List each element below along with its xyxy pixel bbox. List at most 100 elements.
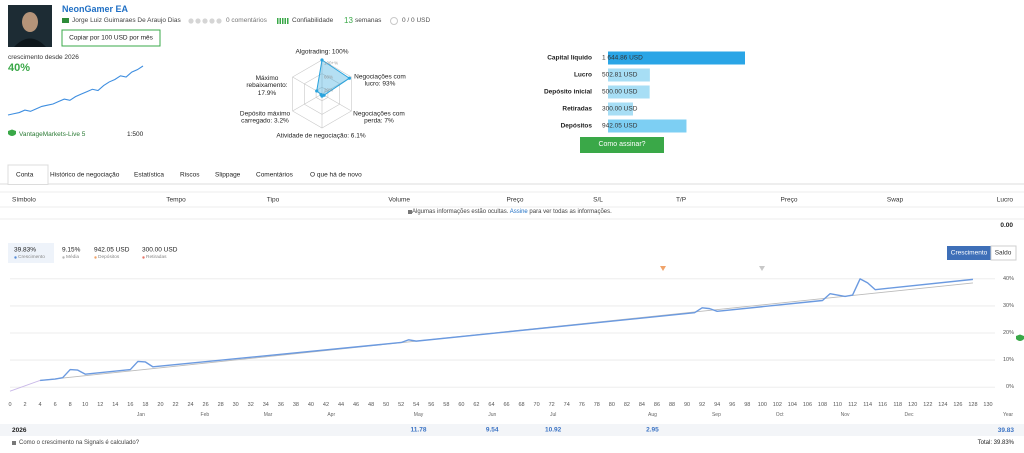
radar-label: Algotrading: 100% [295, 48, 349, 56]
x-tick-label: 68 [518, 401, 525, 408]
balance-bar [608, 51, 745, 65]
author[interactable]: Jorge Luiz Guimaraes De Araujo Dias [72, 17, 181, 24]
x-tick-label: 30 [232, 401, 239, 408]
tab[interactable]: Histórico de negociação [50, 171, 120, 179]
tab[interactable]: O que há de novo [310, 171, 362, 179]
tab[interactable]: Riscos [180, 171, 200, 179]
radar-label: Máximo rebaixamento: 17.9% [246, 74, 288, 97]
x-tick-label: 16 [127, 401, 134, 408]
stat-dot [62, 256, 65, 259]
x-tick-label: 86 [653, 401, 661, 408]
x-tick-label: 126 [953, 401, 963, 408]
month-growth: 11.78 [410, 426, 427, 434]
signal-title[interactable]: NeonGamer EA [62, 4, 129, 14]
toggle-inactive-bg[interactable] [990, 245, 1017, 261]
toggle-growth[interactable]: Crescimento [950, 249, 988, 257]
x-tick-label: 110 [833, 401, 842, 408]
radar-label: Negociações com perda: 7% [353, 110, 405, 125]
x-tick-label: 2 [23, 401, 27, 408]
x-tick-label: 82 [623, 401, 630, 408]
x-tick-label: 46 [352, 401, 360, 408]
comments[interactable]: 0 comentários [226, 17, 267, 24]
copy-button-frame[interactable] [61, 29, 161, 47]
yearly-year: 2026 [12, 427, 27, 434]
radar-label: Atividade de negociação: 6.1% [276, 132, 366, 140]
toggle-active-bg[interactable] [947, 246, 991, 260]
toggle-balance[interactable]: Saldo [994, 249, 1012, 257]
balance-label: Depósito inicial [543, 88, 592, 96]
help-link[interactable]: Como o crescimento na Signals é calculad… [19, 440, 140, 446]
month-label: Dec [904, 412, 914, 419]
x-tick-label: 92 [699, 401, 706, 408]
balance-bar [608, 85, 650, 99]
flag-icon [62, 18, 69, 23]
balance-value: 942.05 USD [602, 122, 638, 130]
x-tick-label: 50 [383, 401, 390, 408]
x-tick-label: 18 [142, 401, 149, 408]
x-tick-label: 10 [82, 401, 89, 408]
x-tick-label: 26 [202, 401, 209, 408]
x-tick-label: 122 [923, 401, 933, 408]
table-header: Preço [506, 196, 524, 204]
tab[interactable]: Estatística [134, 171, 164, 179]
x-tick-label: 52 [398, 401, 405, 408]
growth-line [40, 278, 974, 382]
x-tick-label: 108 [817, 401, 828, 408]
x-tick-label: 106 [802, 401, 813, 408]
x-tick-label: 120 [908, 401, 918, 408]
notice-text-end: para ver todas as informações. [529, 209, 612, 215]
x-tick-label: 20 [157, 401, 164, 408]
table-header: S/L [593, 196, 603, 204]
radar-ring-label: 100+% [324, 60, 339, 66]
y-tick-label: 30% [1002, 302, 1014, 309]
sparkline [7, 65, 144, 116]
tab[interactable]: Conta [16, 171, 34, 179]
x-tick-label: 88 [668, 401, 676, 408]
x-tick-label: 104 [787, 401, 797, 408]
x-tick-label: 114 [863, 401, 873, 408]
radar-ring-label: 20% [324, 87, 334, 93]
month-growth: 2.95 [646, 426, 659, 434]
x-tick-label: 72 [548, 401, 555, 408]
table-header: T/P [675, 196, 687, 204]
x-tick-label: 62 [473, 401, 480, 408]
notice-text: Algumas informações estão ocultas. [412, 209, 509, 215]
balance-bar [608, 68, 650, 82]
broker[interactable]: VantageMarkets-Live 5 [19, 131, 86, 138]
y-tick-label: 20% [1002, 329, 1014, 336]
x-tick-label: 84 [638, 401, 645, 408]
active-tab[interactable] [7, 164, 49, 185]
balance-bar [608, 102, 633, 116]
x-tick-label: 28 [217, 401, 224, 408]
yearly-band [0, 424, 1024, 436]
stat-dot [94, 256, 97, 259]
x-tick-label: 124 [938, 401, 948, 408]
chart-shield [1016, 334, 1024, 341]
radar-point [347, 76, 351, 80]
x-tick-label: 38 [292, 401, 299, 408]
notice-link[interactable]: Assine [509, 209, 528, 215]
tab[interactable]: Comentários [256, 171, 293, 179]
x-tick-label: 24 [187, 401, 194, 408]
y-tick-label: 0% [1006, 384, 1014, 390]
radar-point [319, 92, 323, 97]
month-label: Apr [327, 412, 336, 419]
balance-label: Lucro [573, 71, 592, 79]
deposit-marker [660, 266, 666, 271]
x-tick-label: 128 [968, 401, 978, 408]
copy-button[interactable]: Copiar por 100 USD por mês [69, 34, 153, 42]
trades-total: 0.00 [1000, 222, 1013, 229]
broker-shield [8, 129, 16, 136]
month-label: Jan [136, 412, 145, 419]
x-tick-label: 6 [53, 401, 57, 408]
stat-value: 942.05 USD [94, 246, 130, 254]
tab[interactable]: Slippage [215, 171, 241, 179]
subscribe-label[interactable]: Como assinar? [598, 140, 646, 148]
event-marker [759, 266, 765, 271]
weeks-unit: semanas [355, 17, 382, 24]
radar-label: Depósito máximo carregado: 3.2% [239, 110, 291, 125]
subscribers: 0 / 0 USD [402, 17, 431, 24]
radar-spoke [292, 93, 323, 112]
x-tick-label: 112 [848, 401, 857, 408]
subscribe-button[interactable] [580, 137, 664, 153]
